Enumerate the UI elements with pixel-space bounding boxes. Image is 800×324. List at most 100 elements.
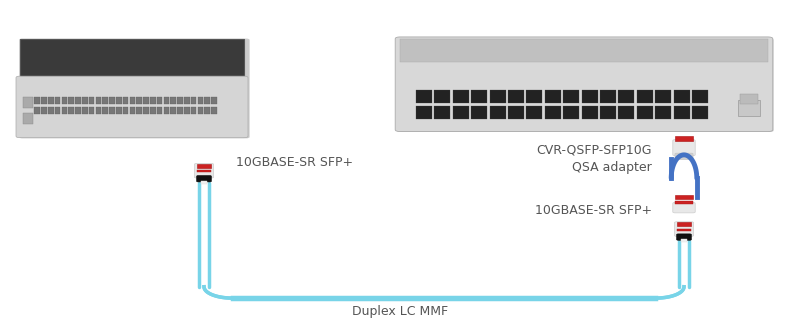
Bar (545, 106, 561, 119)
Bar (637, 106, 653, 119)
Bar (738, 100, 760, 116)
Bar (69, 97, 74, 104)
Bar (34, 97, 40, 104)
Bar (42, 107, 46, 114)
Bar (69, 107, 74, 114)
Bar (582, 106, 598, 119)
Bar (655, 90, 671, 103)
Bar (54, 97, 61, 104)
Bar (600, 106, 616, 119)
FancyBboxPatch shape (677, 234, 691, 240)
Bar (198, 107, 203, 114)
Bar (62, 97, 67, 104)
Bar (157, 107, 162, 114)
Bar (198, 97, 203, 104)
Bar (123, 107, 129, 114)
Bar (740, 95, 758, 104)
FancyBboxPatch shape (674, 222, 694, 237)
Bar (211, 107, 217, 114)
Bar (42, 97, 46, 104)
Bar (62, 107, 67, 114)
Bar (674, 90, 690, 103)
Bar (677, 222, 691, 226)
Bar (490, 106, 506, 119)
Bar (89, 97, 94, 104)
Bar (34, 107, 40, 114)
Bar (675, 195, 693, 199)
Bar (191, 97, 197, 104)
Bar (54, 107, 61, 114)
Bar (184, 97, 190, 104)
Bar (205, 107, 210, 114)
Bar (453, 90, 469, 103)
Bar (191, 107, 197, 114)
Bar (137, 107, 142, 114)
Bar (637, 90, 653, 103)
FancyBboxPatch shape (675, 153, 693, 160)
Text: CVR-QSFP-SFP10G
QSA adapter: CVR-QSFP-SFP10G QSA adapter (537, 144, 652, 174)
Bar (75, 97, 81, 104)
Bar (178, 107, 183, 114)
FancyBboxPatch shape (395, 37, 773, 132)
Bar (434, 106, 450, 119)
Bar (164, 97, 170, 104)
Bar (178, 97, 183, 104)
Bar (23, 113, 33, 124)
Bar (102, 107, 108, 114)
Bar (110, 97, 115, 104)
Bar (508, 106, 524, 119)
Bar (618, 106, 634, 119)
Bar (48, 107, 54, 114)
Bar (681, 239, 687, 242)
Bar (201, 181, 207, 184)
Bar (655, 106, 671, 119)
Bar (110, 107, 115, 114)
Bar (150, 97, 156, 104)
FancyBboxPatch shape (20, 39, 244, 80)
Bar (170, 97, 176, 104)
Bar (677, 229, 691, 231)
Bar (102, 97, 108, 104)
Bar (170, 107, 176, 114)
Bar (453, 106, 469, 119)
Text: 10GBASE-SR SFP+: 10GBASE-SR SFP+ (535, 204, 652, 217)
FancyBboxPatch shape (673, 140, 695, 156)
Bar (675, 201, 693, 204)
Bar (471, 106, 487, 119)
Bar (545, 90, 561, 103)
Bar (600, 90, 616, 103)
Bar (526, 106, 542, 119)
Bar (526, 90, 542, 103)
Bar (143, 107, 149, 114)
Bar (434, 90, 450, 103)
FancyBboxPatch shape (400, 39, 768, 62)
FancyBboxPatch shape (19, 39, 250, 138)
Bar (82, 97, 88, 104)
FancyBboxPatch shape (16, 76, 248, 138)
Bar (211, 97, 217, 104)
Bar (674, 106, 690, 119)
Bar (471, 90, 487, 103)
FancyBboxPatch shape (673, 202, 695, 213)
Bar (490, 90, 506, 103)
Bar (23, 97, 33, 108)
Bar (116, 107, 122, 114)
Bar (150, 107, 156, 114)
Bar (137, 97, 142, 104)
Bar (130, 97, 135, 104)
Bar (618, 90, 634, 103)
Bar (130, 107, 135, 114)
Bar (197, 170, 211, 172)
Bar (184, 107, 190, 114)
Text: 10GBASE-SR SFP+: 10GBASE-SR SFP+ (236, 156, 353, 168)
Bar (416, 106, 432, 119)
Bar (82, 107, 88, 114)
Bar (563, 106, 579, 119)
Bar (416, 90, 432, 103)
FancyBboxPatch shape (399, 39, 774, 132)
Text: Duplex LC MMF: Duplex LC MMF (352, 305, 448, 318)
Bar (157, 97, 162, 104)
Bar (675, 136, 693, 141)
Bar (96, 97, 102, 104)
Bar (143, 97, 149, 104)
